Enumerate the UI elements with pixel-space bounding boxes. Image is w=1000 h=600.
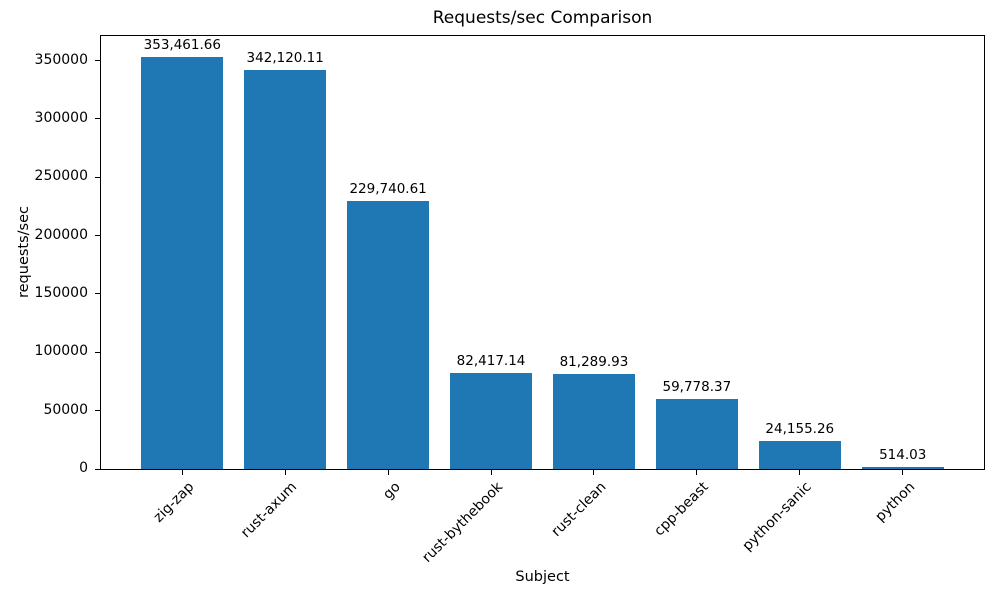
x-tick-mark bbox=[593, 470, 595, 475]
y-tick-label: 0 bbox=[79, 460, 88, 476]
x-tick-mark bbox=[696, 470, 698, 475]
x-tick-mark bbox=[799, 470, 801, 475]
x-tick-mark bbox=[490, 470, 492, 475]
bar-value-label: 514.03 bbox=[879, 447, 927, 463]
y-tick-label: 50000 bbox=[43, 401, 88, 418]
x-tick-label: rust-clean bbox=[548, 479, 610, 540]
x-tick-label: rust-axum bbox=[238, 479, 301, 542]
y-tick-mark bbox=[95, 235, 100, 237]
y-tick-mark bbox=[95, 118, 100, 120]
y-tick-mark bbox=[95, 176, 100, 178]
y-tick-mark bbox=[95, 351, 100, 353]
bar-value-label: 24,155.26 bbox=[765, 421, 835, 437]
chart-title: Requests/sec Comparison bbox=[432, 8, 653, 28]
y-tick-label: 150000 bbox=[34, 284, 88, 301]
bar bbox=[449, 373, 533, 469]
bar-value-label: 59,778.37 bbox=[662, 379, 732, 395]
bar bbox=[244, 70, 327, 469]
bar bbox=[552, 374, 636, 469]
y-tick-label: 200000 bbox=[34, 226, 88, 243]
bar-value-label: 353,461.66 bbox=[143, 37, 221, 53]
x-axis-label: Subject bbox=[515, 569, 570, 585]
y-tick-label: 250000 bbox=[34, 168, 88, 185]
y-tick-label: 100000 bbox=[34, 343, 88, 360]
x-tick-mark bbox=[284, 470, 286, 475]
x-tick-label: cpp-beast bbox=[651, 479, 713, 540]
y-axis-label: requests/sec bbox=[16, 205, 32, 299]
y-tick-mark bbox=[95, 468, 100, 470]
bar-value-label: 82,417.14 bbox=[456, 353, 526, 369]
y-tick-label: 300000 bbox=[34, 109, 88, 126]
bar-value-label: 81,289.93 bbox=[559, 354, 629, 370]
x-tick-mark bbox=[902, 470, 904, 475]
bar-value-label: 229,740.61 bbox=[349, 181, 427, 197]
bar bbox=[346, 201, 430, 469]
x-tick-label: python-sanic bbox=[739, 479, 816, 555]
y-tick-mark bbox=[95, 410, 100, 412]
bar bbox=[655, 399, 739, 469]
bar bbox=[141, 57, 224, 469]
bar-value-label: 342,120.11 bbox=[246, 50, 324, 66]
bar bbox=[758, 441, 841, 469]
x-tick-mark bbox=[181, 470, 183, 475]
x-tick-label: python bbox=[872, 479, 919, 525]
y-tick-mark bbox=[95, 60, 100, 62]
bar bbox=[861, 467, 944, 469]
plot-area: 353,461.66 342,120.11 229,740.61 82,417.14 8… bbox=[100, 35, 985, 470]
x-tick-label: go bbox=[379, 479, 404, 503]
y-tick-mark bbox=[95, 293, 100, 295]
y-tick-label: 350000 bbox=[34, 51, 88, 68]
x-tick-label: zig-zap bbox=[150, 479, 198, 526]
x-tick-mark bbox=[387, 470, 389, 475]
x-tick-label: rust-bythebook bbox=[419, 479, 507, 566]
